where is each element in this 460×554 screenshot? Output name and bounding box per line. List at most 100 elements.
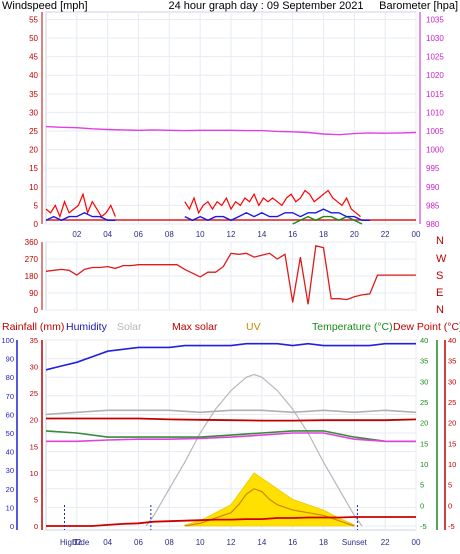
wind-average-line <box>184 208 370 222</box>
combined-legend-label: Humidity <box>66 321 108 333</box>
x-tick-label: 02 <box>72 538 81 547</box>
theoretical-solar-curve <box>145 373 363 527</box>
wind-y-tick: 55 <box>29 15 38 24</box>
baro-y-tick: 990 <box>426 183 440 192</box>
wind-green-line <box>292 215 363 225</box>
x-tick-label: 02 <box>72 230 81 239</box>
humidity-y-tick: 60 <box>6 410 14 419</box>
combined-legend-label: Rainfall (mm) <box>2 321 64 333</box>
wind-y-tick: 5 <box>34 201 39 210</box>
humidity-y-tick: 30 <box>6 466 14 475</box>
rain-y-tick: 15 <box>30 442 38 451</box>
baro-y-tick: 1010 <box>426 108 444 117</box>
baro-y-tick: 1005 <box>426 127 444 136</box>
x-tick-label: 10 <box>196 538 205 547</box>
baro-y-tick: 1020 <box>426 71 444 80</box>
x-tick-label: 10 <box>196 230 205 239</box>
compass-letter: S <box>436 270 443 282</box>
temperature-y-tick: 25 <box>420 398 428 407</box>
rain-y-tick: 30 <box>30 363 38 372</box>
x-tick-label: 00 <box>412 538 421 547</box>
baro-y-tick: 995 <box>426 164 440 173</box>
compass-letter: N <box>436 304 444 316</box>
combined-legend-label: Dew Point (°C) <box>393 321 460 333</box>
combined-panel: Rainfall (mm) Humidity Solar Max solar UV Tem… <box>1 321 460 547</box>
x-tick-label: 06 <box>134 538 143 547</box>
x-tick-label: 08 <box>165 230 174 239</box>
humidity-y-tick: 80 <box>6 373 14 382</box>
direction-y-tick: 180 <box>25 272 39 281</box>
x-tick-label: 18 <box>319 230 328 239</box>
wind-y-tick: 40 <box>29 71 38 80</box>
direction-y-tick: 90 <box>29 289 38 298</box>
temperature-y-tick: 30 <box>420 377 428 386</box>
wind-y-tick: 20 <box>29 146 38 155</box>
wind-gust-line <box>184 189 361 218</box>
humidity-y-tick: 40 <box>6 448 14 457</box>
baro-y-tick: 1015 <box>426 90 444 99</box>
temperature-y-tick: -5 <box>420 522 427 531</box>
dewpoint-y-tick: 35 <box>448 357 456 366</box>
x-tick-label: 16 <box>288 538 297 547</box>
dew-point-line <box>46 432 416 443</box>
solar-line <box>45 409 417 416</box>
dewpoint-y-tick: 15 <box>448 439 456 448</box>
humidity-y-tick: 20 <box>6 485 14 494</box>
baro-y-tick: 1030 <box>426 34 444 43</box>
x-tick-label: 04 <box>103 538 112 547</box>
x-tick-label: 14 <box>257 538 266 547</box>
sunset-label: Sunset <box>342 538 368 547</box>
temperature-y-tick: 20 <box>420 419 428 428</box>
barometer-axis-label: Barometer [hpa] <box>379 0 458 12</box>
wind-y-tick: 15 <box>29 164 38 173</box>
x-tick-label: 16 <box>288 230 297 239</box>
baro-y-tick: 1035 <box>426 15 444 24</box>
baro-y-tick: 1000 <box>426 146 444 155</box>
humidity-line <box>45 342 416 371</box>
x-tick-label: 12 <box>227 230 236 239</box>
rain-y-tick: 10 <box>30 469 38 478</box>
compass-letter: E <box>436 287 443 299</box>
high-tide-label: High <box>60 538 76 547</box>
humidity-y-tick: 90 <box>6 355 14 364</box>
x-tick-label: 22 <box>381 538 390 547</box>
x-tick-label: 04 <box>103 230 112 239</box>
wind-direction-line <box>45 244 416 305</box>
baro-y-tick: 980 <box>426 220 440 229</box>
x-tick-label: 00 <box>412 230 421 239</box>
wind-y-tick: 30 <box>29 108 38 117</box>
wind-y-tick: 25 <box>29 127 38 136</box>
dewpoint-y-tick: 30 <box>448 377 456 386</box>
temperature-line <box>45 430 416 443</box>
compass-letter: W <box>436 253 447 265</box>
rain-y-tick: 5 <box>34 495 38 504</box>
max-solar-line <box>46 417 417 422</box>
temperature-y-tick: 0 <box>420 501 424 510</box>
direction-y-tick: 0 <box>34 306 39 315</box>
wind-y-tick: 35 <box>29 90 38 99</box>
x-tick-label: 06 <box>134 230 143 239</box>
tide-label: Tide <box>74 538 90 547</box>
dewpoint-y-tick: -5 <box>448 522 455 531</box>
direction-y-tick: 360 <box>25 238 39 247</box>
wind-gust-line <box>45 192 116 219</box>
humidity-y-tick: 10 <box>6 503 14 512</box>
temperature-y-tick: 5 <box>420 481 424 490</box>
wind-y-tick: 45 <box>29 53 38 62</box>
baro-y-tick: 985 <box>426 201 440 210</box>
rainfall-line <box>46 516 416 527</box>
rain-y-tick: 35 <box>30 336 38 345</box>
x-tick-label: 22 <box>381 230 390 239</box>
combined-legend-label: UV <box>246 321 261 333</box>
uv-line <box>184 488 355 527</box>
wind-y-tick: 10 <box>29 183 38 192</box>
baro-y-tick: 1025 <box>426 53 444 62</box>
dewpoint-y-tick: 20 <box>448 419 456 428</box>
x-tick-label: 12 <box>227 538 236 547</box>
wind-average-line <box>45 212 116 222</box>
x-tick-label: 20 <box>350 230 359 239</box>
direction-y-tick: 270 <box>25 255 39 264</box>
rain-y-tick: 25 <box>30 389 38 398</box>
